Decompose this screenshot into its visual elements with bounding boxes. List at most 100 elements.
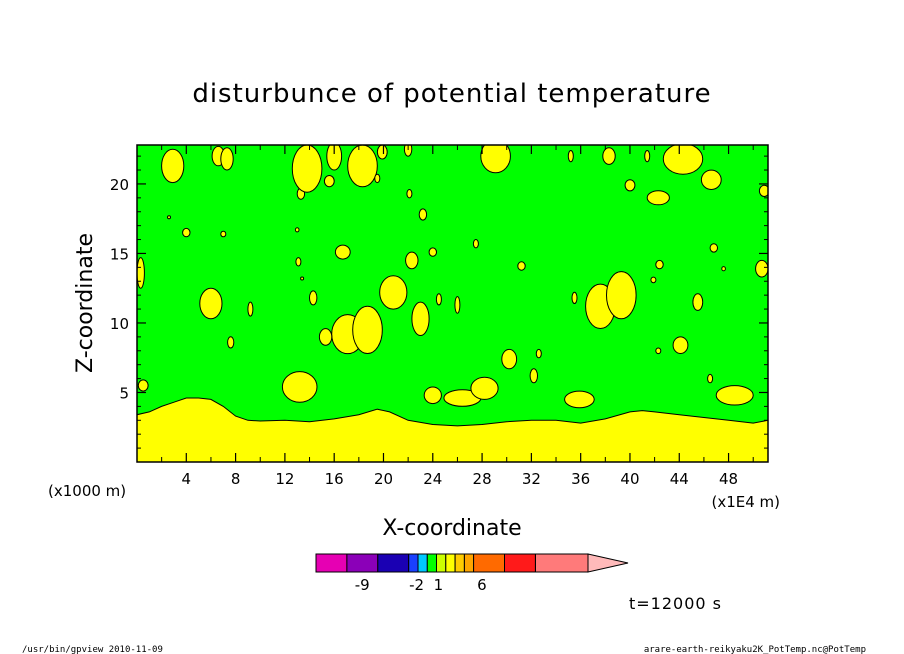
plot-frame xyxy=(136,144,769,463)
positive-cell xyxy=(309,290,318,306)
positive-cell xyxy=(294,227,300,233)
colorbar-segment xyxy=(315,553,348,573)
positive-cell xyxy=(137,257,145,289)
positive-cell xyxy=(318,328,333,346)
positive-cell xyxy=(379,275,408,310)
positive-cell xyxy=(405,251,419,270)
x-tick-label: 4 xyxy=(182,470,192,488)
colorbar-segment xyxy=(346,553,379,573)
x-tick-label: 40 xyxy=(620,470,639,488)
colorbar-extension-arrow xyxy=(587,553,629,573)
x-tick-label: 28 xyxy=(473,470,492,488)
y-axis-label: Z-coordinate xyxy=(73,233,98,373)
positive-cell xyxy=(564,390,595,409)
positive-cell xyxy=(182,227,191,238)
colorbar-label: 6 xyxy=(477,576,487,594)
positive-cell xyxy=(480,145,511,174)
positive-cell xyxy=(406,189,413,199)
positive-cell xyxy=(472,239,479,249)
x-tick-label: 16 xyxy=(325,470,344,488)
positive-cell xyxy=(428,247,437,257)
positive-cell xyxy=(567,150,574,163)
positive-cell xyxy=(199,287,223,320)
positive-cell xyxy=(655,259,664,270)
positive-cell xyxy=(423,386,442,405)
positive-cell xyxy=(672,336,689,355)
positive-cell xyxy=(161,148,185,184)
positive-cell xyxy=(227,336,235,349)
colorbar-segment xyxy=(417,553,428,573)
positive-cell xyxy=(300,276,305,281)
colorbar-label: 1 xyxy=(434,576,444,594)
colorbar-segment xyxy=(408,553,419,573)
x-tick-label: 24 xyxy=(423,470,442,488)
y-tick-label: 5 xyxy=(119,384,129,402)
positive-cell xyxy=(418,208,428,221)
positive-cell xyxy=(295,257,302,267)
positive-cell xyxy=(352,305,383,354)
colorbar-segment xyxy=(473,553,506,573)
positive-cell xyxy=(291,145,323,193)
positive-cell xyxy=(220,230,227,238)
positive-cell xyxy=(644,150,651,163)
x-tick-label: 20 xyxy=(374,470,393,488)
positive-cell xyxy=(700,169,722,191)
positive-cell xyxy=(376,145,388,160)
x-tick-label: 48 xyxy=(719,470,738,488)
boundary-layer-region xyxy=(137,397,768,462)
positive-cell xyxy=(535,348,542,359)
y-tick-label: 15 xyxy=(110,245,129,263)
positive-cell xyxy=(403,145,413,157)
x-tick-label: 32 xyxy=(522,470,541,488)
positive-cell xyxy=(529,368,538,384)
positive-cell xyxy=(220,147,234,171)
x-tick-label: 36 xyxy=(571,470,590,488)
x-tick-label: 44 xyxy=(670,470,689,488)
positive-cell xyxy=(646,190,670,206)
x-tick-label: 8 xyxy=(231,470,241,488)
y-tick-label: 20 xyxy=(110,176,129,194)
positive-cell xyxy=(435,293,442,306)
x-tick-label: 12 xyxy=(275,470,294,488)
positive-cell xyxy=(606,271,637,320)
positive-cell xyxy=(715,385,754,406)
positive-cell xyxy=(709,243,718,253)
y-tick-label: 10 xyxy=(110,315,129,333)
x-unit-left: (x1000 m) xyxy=(48,482,126,500)
footer-right: arare-earth-reikyaku2K_PotTemp.nc@PotTem… xyxy=(644,645,866,654)
y-axis-ticks: 5 10 15 20 xyxy=(110,155,768,449)
positive-cell xyxy=(624,179,636,192)
x-unit-right: (x1E4 m) xyxy=(711,493,780,511)
positive-cell xyxy=(334,244,351,260)
positive-cell xyxy=(721,266,726,272)
positive-cell xyxy=(281,371,318,403)
colorbar-label: -9 xyxy=(355,576,370,594)
x-axis-label: X-coordinate xyxy=(382,516,521,541)
positive-cell xyxy=(662,145,704,175)
colorbar-segment xyxy=(426,553,438,573)
colorbar-segment xyxy=(535,553,589,573)
positive-cell xyxy=(137,379,149,392)
colorbar-segment xyxy=(504,553,536,573)
colorbar-segment xyxy=(436,553,447,573)
positive-cell xyxy=(655,347,662,355)
positive-cell xyxy=(347,145,378,188)
positive-cell xyxy=(650,276,657,284)
colorbar: -9 -2 1 6 xyxy=(315,553,629,594)
positive-cell xyxy=(470,376,499,400)
positive-cell xyxy=(501,348,518,370)
colorbar-segment xyxy=(445,553,456,573)
positive-cell xyxy=(454,296,461,314)
positive-cell xyxy=(602,147,616,165)
footer-left: /usr/bin/gpview 2010-11-09 xyxy=(22,645,163,654)
positive-anomaly-regions xyxy=(137,145,768,462)
positive-cell xyxy=(247,301,254,317)
x-axis-ticks: 4 8 12 16 20 24 28 32 36 40 44 48 xyxy=(161,145,754,488)
positive-cell xyxy=(571,291,578,304)
positive-cell xyxy=(517,261,526,271)
positive-cell xyxy=(374,173,381,184)
positive-cell xyxy=(755,259,768,278)
colorbar-label: -2 xyxy=(409,576,424,594)
colorbar-segment xyxy=(377,553,410,573)
